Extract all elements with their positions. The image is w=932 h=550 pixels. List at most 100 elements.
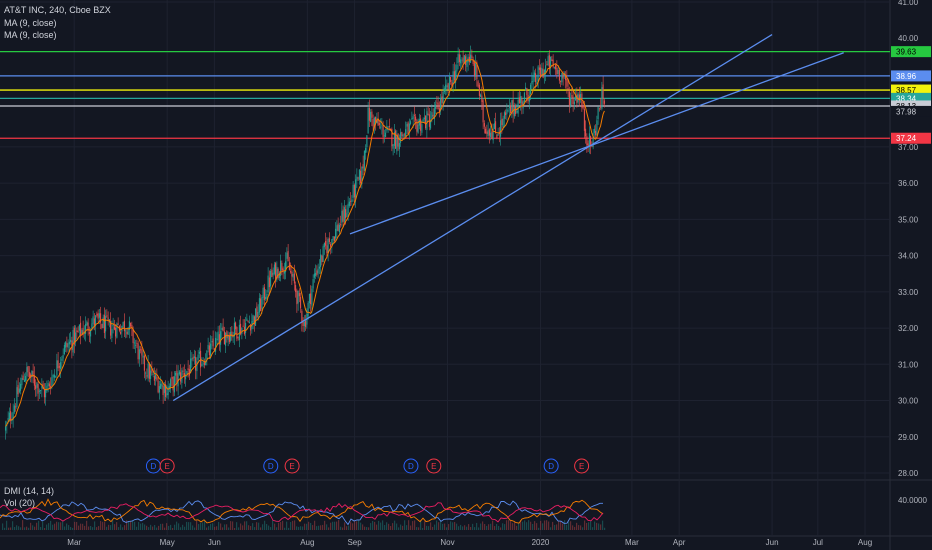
- volume-bar: [150, 524, 152, 530]
- candle-body: [492, 128, 494, 141]
- candle-body: [356, 176, 358, 181]
- volume-bar: [584, 520, 586, 530]
- candle-body: [155, 374, 157, 379]
- candle-body: [455, 70, 457, 83]
- volume-bar: [510, 520, 512, 530]
- vol-legend[interactable]: Vol (20): [4, 498, 36, 508]
- candle-body: [213, 348, 215, 351]
- candle-body: [541, 67, 543, 76]
- volume-bar: [362, 524, 364, 530]
- candle-body: [217, 331, 219, 341]
- candle-body: [193, 356, 195, 359]
- candle-body: [551, 59, 553, 61]
- y-tick-label: 30.00: [898, 397, 919, 406]
- candle-body: [276, 266, 278, 279]
- candle-body: [602, 84, 604, 100]
- y-tick-label: 34.00: [898, 252, 919, 261]
- candle-body: [466, 61, 468, 67]
- volume-bar: [532, 523, 534, 530]
- candle-body: [396, 135, 398, 152]
- volume-bar: [416, 527, 418, 530]
- volume-bar: [580, 525, 582, 530]
- symbol-title: AT&T INC, 240, Cboe BZX: [4, 5, 111, 15]
- trendline[interactable]: [172, 34, 773, 402]
- candle-body: [412, 116, 414, 119]
- dividend-marker[interactable]: D: [403, 458, 419, 474]
- dividend-marker[interactable]: D: [543, 458, 559, 474]
- volume-bar: [440, 521, 442, 530]
- earnings-marker[interactable]: E: [574, 458, 590, 474]
- trendline[interactable]: [349, 52, 844, 235]
- candle-body: [426, 111, 428, 130]
- candle-body: [423, 117, 425, 120]
- candle-body: [53, 374, 55, 378]
- candle-body: [185, 375, 187, 380]
- trendlines[interactable]: [172, 34, 844, 402]
- dmi-legend[interactable]: DMI (14, 14): [4, 486, 55, 496]
- candle-body: [596, 120, 598, 136]
- candle-body: [397, 133, 399, 147]
- candle-body: [225, 332, 227, 346]
- volume-bar: [370, 523, 372, 530]
- volume-bar: [248, 525, 250, 530]
- candle-body: [428, 114, 430, 127]
- volume-bar: [304, 523, 306, 530]
- volume-bar: [358, 520, 360, 530]
- candle-body: [468, 56, 470, 63]
- candle-body: [315, 272, 317, 276]
- volume-bar: [162, 523, 164, 530]
- ma-legend-2[interactable]: MA (9, close): [4, 30, 57, 40]
- earnings-marker[interactable]: E: [426, 458, 442, 474]
- candle-body: [313, 273, 315, 278]
- volume-bar: [484, 524, 486, 530]
- volume-bar: [132, 520, 134, 530]
- dividend-marker[interactable]: D: [145, 458, 161, 474]
- volume-bar: [68, 525, 70, 530]
- candle-body: [421, 124, 423, 133]
- candle-body: [130, 323, 132, 327]
- candle-body: [178, 371, 180, 375]
- dmi-plus-line: [0, 500, 603, 526]
- candle-body: [460, 59, 462, 64]
- candle-body: [207, 344, 209, 350]
- volume-bar: [378, 520, 380, 530]
- candle-body: [520, 96, 522, 104]
- candle-body: [131, 324, 133, 328]
- ma-legend-1[interactable]: MA (9, close): [4, 18, 57, 28]
- volume-bar: [396, 523, 398, 530]
- candle-body: [101, 323, 103, 329]
- volume-bar: [414, 520, 416, 530]
- candle-body: [405, 129, 407, 138]
- candle-body: [508, 105, 510, 108]
- volume-bar: [228, 527, 230, 530]
- volume-bar: [164, 527, 166, 530]
- candle-body: [398, 143, 400, 150]
- volume-bar: [504, 524, 506, 530]
- candle-body: [327, 238, 329, 254]
- volume-bar: [570, 521, 572, 530]
- candle-body: [82, 327, 84, 336]
- candle-body: [23, 379, 25, 382]
- volume-bar: [438, 522, 440, 530]
- volume-bar: [110, 525, 112, 530]
- candle-body: [525, 87, 527, 91]
- candle-body: [211, 340, 213, 343]
- candle-body: [266, 294, 268, 300]
- volume-bar: [120, 524, 122, 530]
- volume-bar: [458, 526, 460, 530]
- volume-bar: [446, 527, 448, 530]
- candle-body: [480, 94, 482, 97]
- candle-body: [192, 357, 194, 359]
- volume-bar: [372, 520, 374, 530]
- volume-bar: [70, 526, 72, 530]
- candle-body: [102, 317, 104, 329]
- earnings-marker[interactable]: E: [284, 458, 300, 474]
- candle-body: [38, 390, 40, 392]
- dividend-marker[interactable]: D: [263, 458, 279, 474]
- volume-bar: [144, 524, 146, 530]
- candle-body: [516, 111, 518, 113]
- earnings-marker[interactable]: E: [159, 458, 175, 474]
- volume-bar: [238, 527, 240, 530]
